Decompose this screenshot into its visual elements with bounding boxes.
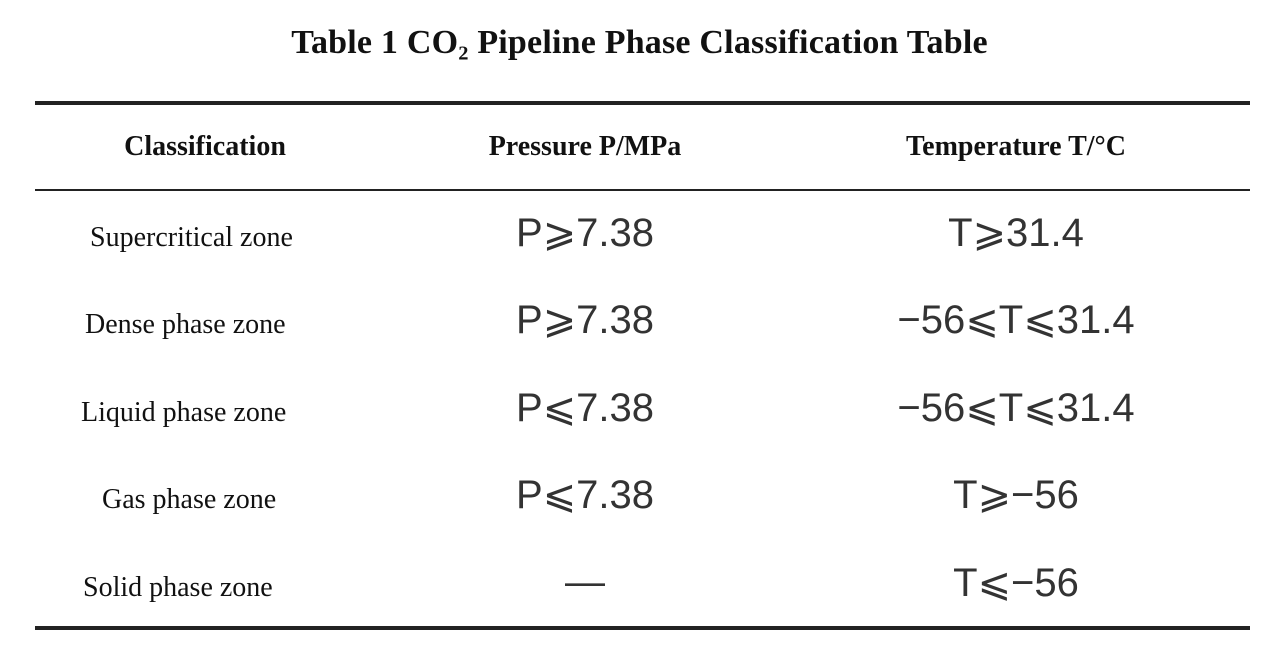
table-row: Solid phase zone — T⩽−56: [0, 560, 1279, 620]
row-pressure: P⩾7.38: [515, 298, 655, 342]
header-pressure: Pressure P/MPa: [488, 131, 682, 162]
row-pressure: —: [565, 560, 605, 604]
table-title: Table 1 CO₂ Pipeline Phase Classificatio…: [291, 24, 988, 61]
row-temperature: −56⩽T⩽31.4: [897, 386, 1135, 430]
table-row: Supercritical zone P⩾7.38 T⩾31.4: [0, 210, 1279, 270]
row-temperature: T⩽−56: [953, 561, 1079, 605]
header-classification: Classification: [124, 131, 286, 162]
row-temperature: T⩾31.4: [948, 211, 1084, 255]
row-classification: Supercritical zone: [90, 222, 293, 253]
row-classification: Gas phase zone: [102, 484, 277, 515]
row-classification: Dense phase zone: [85, 309, 286, 340]
table-row: Liquid phase zone P⩽7.38 −56⩽T⩽31.4: [0, 385, 1279, 445]
table-top-rule: [35, 101, 1250, 105]
table-row: Gas phase zone P⩽7.38 T⩾−56: [0, 472, 1279, 532]
row-temperature: T⩾−56: [953, 473, 1079, 517]
row-classification: Solid phase zone: [83, 572, 273, 603]
row-pressure: P⩽7.38: [515, 473, 655, 517]
header-temperature: Temperature T/°C: [906, 131, 1126, 162]
row-temperature: −56⩽T⩽31.4: [897, 298, 1135, 342]
row-pressure: P⩾7.38: [515, 211, 655, 255]
table-header-rule: [35, 189, 1250, 191]
table-row: Dense phase zone P⩾7.38 −56⩽T⩽31.4: [0, 297, 1279, 357]
table-bottom-rule: [35, 626, 1250, 630]
row-pressure: P⩽7.38: [515, 386, 655, 430]
row-classification: Liquid phase zone: [81, 397, 287, 428]
